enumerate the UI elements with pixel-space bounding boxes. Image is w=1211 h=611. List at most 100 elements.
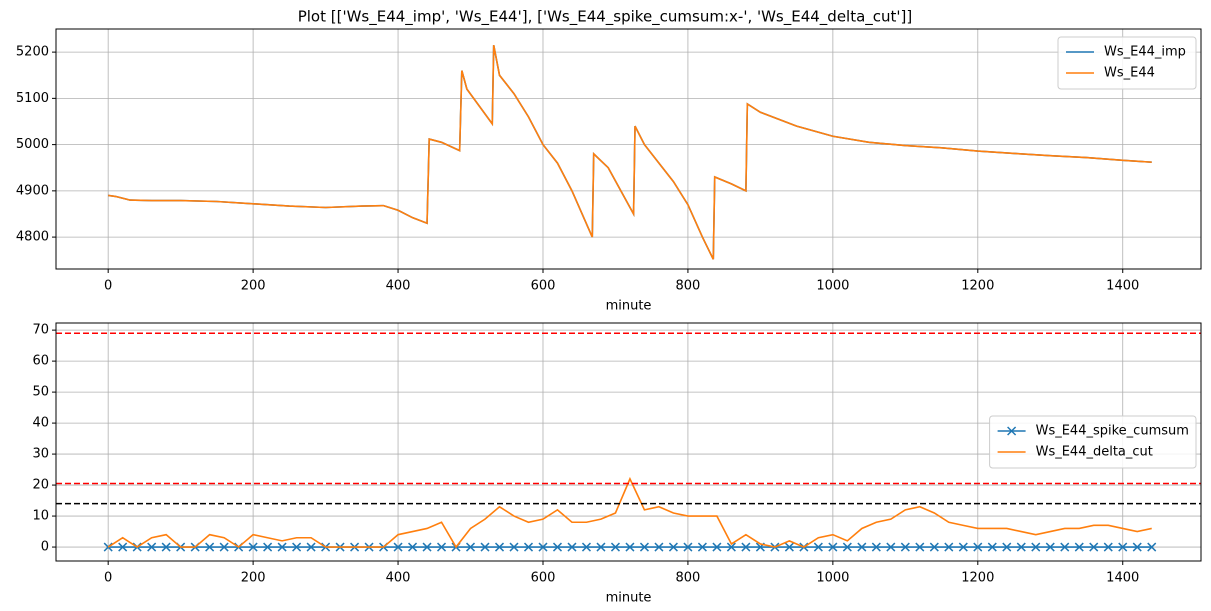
series-marker	[842, 542, 852, 552]
series-marker	[437, 542, 447, 552]
series-marker	[639, 542, 649, 552]
series-marker	[103, 542, 113, 552]
series-marker	[219, 542, 229, 552]
series-marker	[538, 542, 548, 552]
series-marker	[610, 542, 620, 552]
y-tick-label: 5200	[16, 45, 49, 60]
y-tick-label: 4800	[16, 230, 49, 245]
y-tick-label: 5100	[16, 91, 49, 106]
series-marker	[1103, 542, 1113, 552]
series-marker	[1045, 542, 1055, 552]
x-tick-label: 400	[386, 571, 411, 586]
x-tick-label: 1200	[961, 571, 994, 586]
series-line	[107, 476, 1152, 549]
x-tick-label: 1200	[961, 279, 994, 294]
x-tick-label: 600	[531, 279, 556, 294]
series-marker	[915, 542, 925, 552]
series-marker	[944, 542, 954, 552]
legend-label: Ws_E44	[1104, 66, 1155, 81]
series-marker	[581, 542, 591, 552]
x-tick-label: 800	[676, 571, 701, 586]
series-marker	[596, 542, 606, 552]
series-marker	[1074, 542, 1084, 552]
figure-title: Plot [['Ws_E44_imp', 'Ws_E44'], ['Ws_E44…	[298, 8, 913, 27]
y-tick-label: 40	[32, 416, 49, 431]
x-tick-label: 0	[104, 571, 112, 586]
series-marker	[1016, 542, 1026, 552]
series-marker	[292, 542, 302, 552]
series-marker	[118, 542, 128, 552]
series-marker	[697, 542, 707, 552]
y-tick-label: 4900	[16, 183, 49, 198]
y-tick-label: 20	[32, 478, 49, 493]
series-marker	[509, 542, 519, 552]
series-marker	[277, 542, 287, 552]
series-marker	[1132, 542, 1142, 552]
x-tick-label: 1400	[1106, 279, 1139, 294]
legend-label: Ws_E44_spike_cumsum	[1036, 424, 1189, 439]
series-marker	[668, 542, 678, 552]
series-marker	[871, 542, 881, 552]
series-marker	[900, 542, 910, 552]
y-tick-label: 70	[32, 323, 49, 338]
x-tick-label: 600	[531, 571, 556, 586]
series-marker	[987, 542, 997, 552]
x-tick-label: 200	[241, 279, 266, 294]
series-marker	[465, 542, 476, 552]
series-marker	[408, 542, 418, 552]
series-marker	[1118, 542, 1128, 552]
series-marker	[263, 542, 273, 552]
x-axis-label: minute	[606, 591, 652, 606]
series-marker	[393, 542, 403, 552]
series-marker	[857, 542, 867, 552]
series-marker	[813, 542, 823, 552]
series-marker	[784, 542, 794, 552]
series-marker	[929, 542, 939, 552]
series-marker	[523, 542, 534, 552]
x-tick-label: 0	[104, 279, 112, 294]
x-tick-label: 1000	[816, 571, 849, 586]
series-marker	[958, 542, 968, 552]
series-marker	[828, 542, 838, 552]
x-axis-label: minute	[606, 299, 652, 314]
series-marker	[1089, 542, 1099, 552]
series-marker	[147, 542, 157, 552]
x-tick-label: 800	[676, 279, 701, 294]
x-tick-label: 1400	[1106, 571, 1139, 586]
series-marker	[205, 542, 215, 552]
series-marker	[741, 542, 751, 552]
series-marker	[1002, 542, 1012, 552]
y-tick-label: 30	[32, 447, 49, 462]
series-marker	[422, 542, 432, 552]
series-marker	[248, 542, 258, 552]
series-marker	[552, 542, 563, 552]
series-marker	[683, 542, 693, 552]
y-tick-label: 10	[32, 509, 49, 524]
series-marker	[625, 542, 635, 552]
series-line	[108, 45, 1152, 260]
series-marker	[726, 542, 736, 552]
x-tick-label: 1000	[816, 279, 849, 294]
x-tick-label: 200	[241, 571, 266, 586]
y-tick-label: 50	[32, 385, 49, 400]
legend-label: Ws_E44_imp	[1104, 45, 1186, 60]
series-marker	[1031, 542, 1041, 552]
x-tick-label: 400	[386, 279, 411, 294]
legend-marker	[1007, 426, 1017, 436]
series-marker	[1060, 542, 1070, 552]
series-marker	[567, 542, 577, 552]
series-marker	[480, 542, 490, 552]
axes-frame	[55, 322, 1202, 562]
series-marker	[161, 542, 171, 552]
series-marker	[712, 542, 722, 552]
y-tick-label: 60	[32, 354, 49, 369]
series-marker	[1147, 542, 1157, 552]
legend-label: Ws_E44_delta_cut	[1036, 445, 1153, 460]
series-marker	[494, 542, 505, 552]
y-tick-label: 0	[41, 540, 49, 555]
y-tick-label: 5000	[16, 137, 49, 152]
axes-frame	[55, 28, 1202, 270]
series-marker	[306, 542, 316, 552]
